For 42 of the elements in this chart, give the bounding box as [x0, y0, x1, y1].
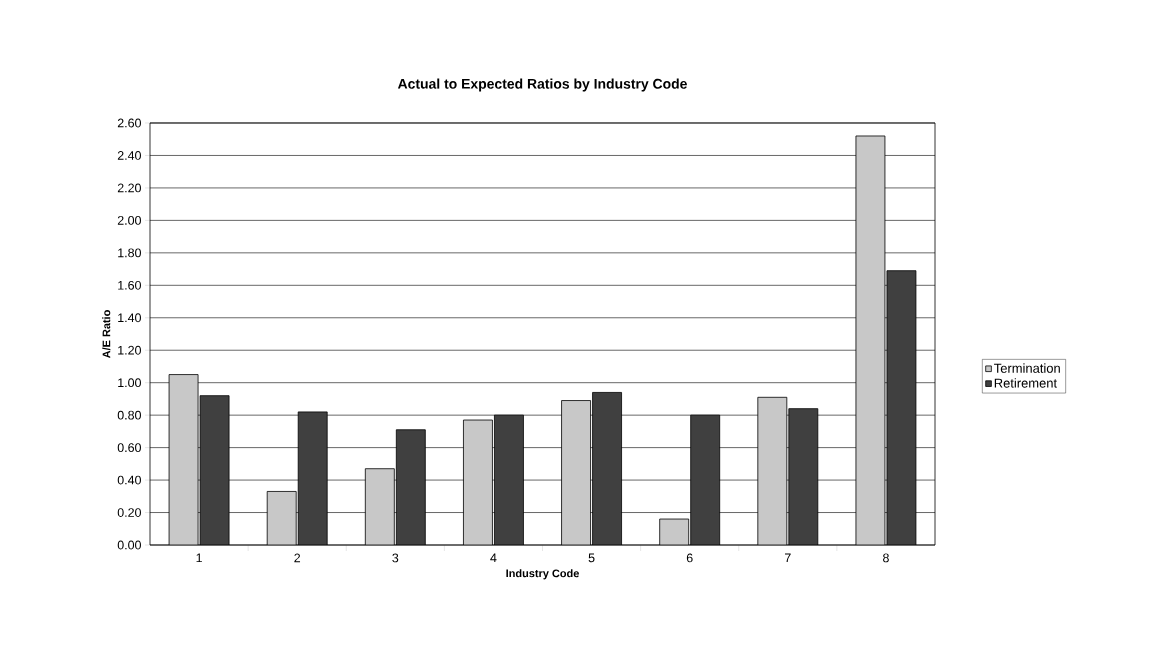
y-tick-label: 0.60: [117, 443, 141, 453]
x-tick-label: 6: [686, 553, 693, 563]
bar: [364, 468, 395, 545]
y-axis-title: A/E Ratio: [102, 310, 111, 359]
y-tick-label: 2.20: [117, 183, 141, 193]
bar: [395, 429, 426, 545]
bar: [168, 374, 199, 545]
y-tick-label: 2.40: [117, 151, 141, 160]
chart-title: Actual to Expected Ratios by Industry Code: [397, 78, 687, 92]
y-tick-label: 2.00: [117, 215, 141, 225]
legend-label: Termination: [994, 363, 1060, 373]
y-tick-label: 0.20: [117, 508, 141, 517]
x-tick-label: 5: [588, 553, 595, 563]
x-tick-label: 2: [294, 553, 301, 563]
x-tick-label: 4: [490, 553, 497, 563]
x-tick-label: 8: [883, 553, 889, 563]
bar: [199, 395, 230, 545]
y-tick-label: 2.60: [117, 118, 141, 128]
bar: [788, 408, 819, 545]
x-tick-label: 3: [392, 553, 399, 563]
y-tick-label: 0.40: [117, 475, 141, 485]
bar: [592, 392, 622, 545]
y-tick-label: 0.00: [117, 540, 141, 550]
x-tick-label: 7: [785, 553, 791, 563]
bar: [266, 491, 297, 545]
y-tick-label: 1.40: [118, 313, 141, 323]
bar: [494, 415, 524, 545]
y-tick-label: 1.60: [118, 280, 141, 290]
bar: [855, 135, 886, 545]
bar: [297, 411, 328, 545]
x-axis-title: Industry Code: [506, 569, 579, 580]
bar: [886, 270, 917, 545]
bar: [757, 396, 788, 545]
y-tick-label: 1.80: [118, 248, 141, 258]
bar: [690, 414, 721, 545]
legend-label: Retirement: [994, 378, 1057, 388]
y-tick-label: 0.80: [117, 410, 141, 420]
bar: [561, 400, 591, 545]
y-tick-label: 1.00: [118, 378, 141, 388]
bar: [463, 420, 493, 545]
y-tick-label: 1.20: [118, 345, 141, 355]
x-tick-label: 1: [196, 553, 202, 563]
